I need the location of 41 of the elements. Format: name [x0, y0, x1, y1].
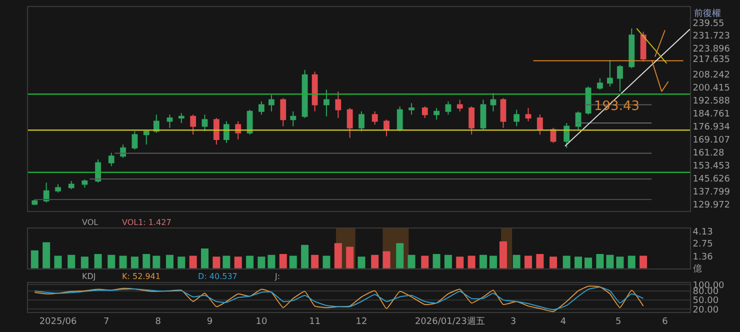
y-tick-label: 2.75 — [692, 240, 713, 250]
y-tick-label: 129.972 — [692, 200, 730, 210]
y-tick-label: 176.934 — [692, 122, 730, 133]
y-tick-label: 1.36 — [692, 252, 714, 262]
text: 前復權 — [694, 8, 721, 19]
x-tick-label: 3 — [510, 316, 516, 327]
y-tick-label: 億 — [692, 264, 702, 275]
y-tick-label: 239.55 — [692, 18, 724, 29]
y-tick-label: 208.242 — [692, 70, 730, 81]
y-tick-label: 153.453 — [692, 161, 730, 172]
y-tick-label: 192.588 — [692, 96, 730, 107]
y-tick-label: 161.28 — [692, 148, 725, 158]
y-tick-label: 4.13 — [692, 227, 713, 238]
y-tick-label: 20.00 — [692, 305, 719, 316]
text: KDJ — [82, 272, 96, 281]
text: D: 40.537 — [198, 272, 238, 281]
y-tick-label: 200.415 — [692, 84, 730, 94]
x-tick-label: 8 — [155, 316, 162, 327]
text: K: 52.941 — [122, 272, 160, 281]
x-tick-label: 11 — [309, 316, 321, 327]
y-tick-label: 169.107 — [692, 136, 730, 146]
y-tick-label: 80.00 — [692, 286, 719, 297]
text: VOL1: 1.427 — [122, 218, 172, 227]
x-tick-label: 4 — [560, 316, 566, 327]
x-tick-label: 10 — [256, 316, 268, 327]
text: J: — [274, 272, 280, 281]
y-tick-label: 50.00 — [692, 296, 719, 306]
x-tick-label: 12 — [356, 316, 368, 327]
y-tick-label: 231.723 — [692, 32, 730, 42]
x-tick-label: 5 — [615, 316, 622, 327]
y-tick-label: 184.761 — [692, 110, 730, 120]
x-tick-label: 7 — [104, 316, 110, 327]
x-tick-label: 6 — [662, 316, 668, 327]
y-tick-label: 137.799 — [692, 187, 730, 198]
y-tick-label: 223.896 — [692, 44, 730, 55]
x-tick-label: 2026/01/23週五 — [414, 316, 485, 327]
y-tick-label: 145.626 — [692, 174, 730, 184]
y-tick-label: 217.635 — [692, 55, 730, 66]
x-tick-label: 9 — [206, 316, 213, 327]
text: VOL — [82, 218, 99, 227]
x-tick-label: 2025/06 — [39, 316, 77, 327]
